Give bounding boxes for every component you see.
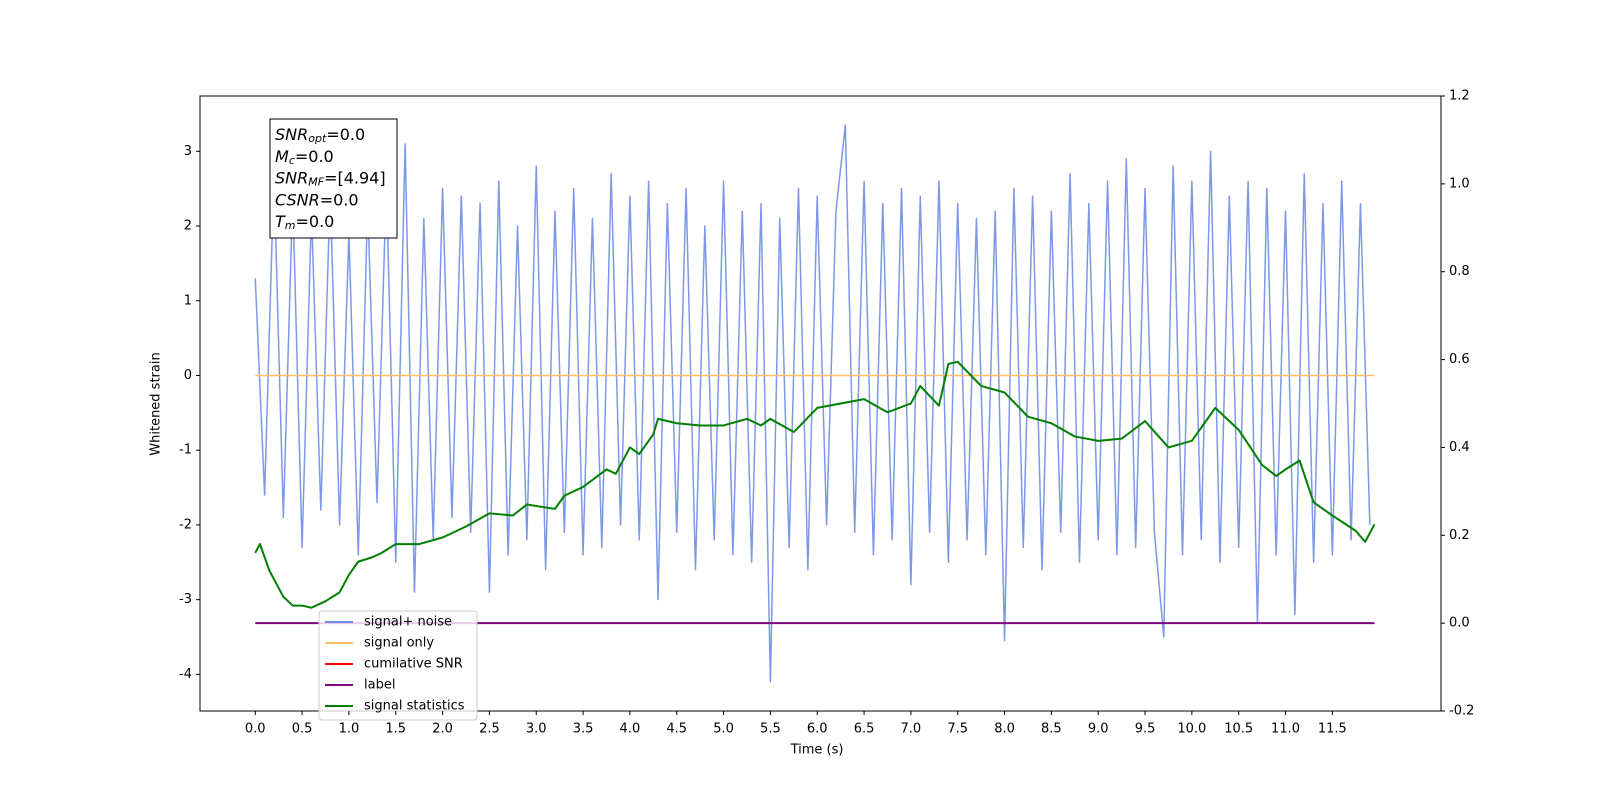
y2-tick-label: 0.2 [1449, 528, 1470, 543]
x-axis-label: Time (s) [790, 743, 844, 758]
annotation-sub: m [285, 219, 296, 232]
y2-tick-label: 1.0 [1449, 176, 1470, 191]
axes-frame [199, 95, 1442, 712]
y-tick-label: -3 [179, 592, 192, 607]
x-tick-label: 1.0 [339, 722, 360, 737]
annotation-value: =0.0 [296, 212, 335, 231]
y-tick-label: -2 [179, 517, 192, 532]
x-tick-label: 1.5 [385, 722, 406, 737]
y-axis-label: Whitened strain [149, 352, 164, 455]
annotation-value: =[4.94] [324, 168, 386, 187]
annotation-line: Tm=0.0 [275, 212, 334, 233]
annotation-name: SNR [275, 125, 308, 144]
x-tick-label: 4.0 [620, 722, 641, 737]
annotation-sub: MF [308, 176, 324, 189]
legend-label: label [364, 678, 395, 693]
annotation-box [269, 118, 398, 239]
annotation-name: SNR [275, 168, 308, 187]
x-tick-label: 6.5 [854, 722, 875, 737]
y2-tick-label: 0.8 [1449, 264, 1470, 279]
y-tick-label: 1 [184, 293, 192, 308]
y-tick-label: 0 [184, 368, 192, 383]
y2-tick-label: 0.6 [1449, 352, 1470, 367]
x-tick-label: 5.0 [713, 722, 734, 737]
legend-label: signal statistics [364, 699, 465, 714]
x-tick-label: 2.0 [432, 722, 453, 737]
y-tick-label: 3 [184, 144, 192, 159]
series-line [254, 360, 1376, 609]
legend-box [318, 610, 478, 721]
x-tick-label: 0.5 [292, 722, 313, 737]
x-tick-label: 10.0 [1177, 722, 1206, 737]
y-tick-label: -1 [179, 443, 192, 458]
annotation-line: Mc=0.0 [275, 146, 334, 167]
x-tick-label: 4.5 [666, 722, 687, 737]
y2-tick-label: -0.2 [1449, 704, 1474, 719]
annotation-sub: opt [308, 132, 327, 145]
x-tick-label: 8.5 [1041, 722, 1062, 737]
series-line [254, 124, 1371, 683]
x-tick-label: 9.5 [1135, 722, 1156, 737]
y2-tick-label: 0.4 [1449, 440, 1470, 455]
y-tick-label: -4 [179, 667, 192, 682]
y2-tick-label: 1.2 [1449, 89, 1470, 104]
x-tick-label: 2.5 [479, 722, 500, 737]
annotation-value: =0.0 [320, 190, 359, 209]
x-tick-label: 0.0 [245, 722, 266, 737]
legend-label: signal+ noise [364, 615, 452, 630]
annotation-name: T [275, 212, 286, 231]
annotation-line: SNRMF=[4.94] [275, 168, 386, 189]
annotation-value: =0.0 [326, 125, 365, 144]
annotation-line: CSNR=0.0 [275, 190, 359, 209]
y-tick-label: 2 [184, 219, 192, 234]
annotation-name: CSNR [275, 190, 320, 209]
x-tick-label: 8.0 [994, 722, 1015, 737]
annotation-name: M [275, 146, 289, 165]
x-tick-label: 3.5 [573, 722, 594, 737]
annotation-sub: c [289, 154, 295, 167]
x-tick-label: 3.0 [526, 722, 547, 737]
x-tick-label: 7.5 [947, 722, 968, 737]
x-tick-label: 7.0 [901, 722, 922, 737]
x-tick-label: 5.5 [760, 722, 781, 737]
y2-tick-label: 0.0 [1449, 616, 1470, 631]
x-tick-label: 11.0 [1271, 722, 1300, 737]
x-tick-label: 11.5 [1318, 722, 1347, 737]
legend-label: signal only [364, 636, 434, 651]
annotation-line: SNRopt=0.0 [275, 125, 365, 146]
legend-label: cumilative SNR [364, 657, 463, 672]
annotation-value: =0.0 [295, 146, 334, 165]
x-tick-label: 9.0 [1088, 722, 1109, 737]
x-tick-label: 10.5 [1224, 722, 1253, 737]
x-tick-label: 6.0 [807, 722, 828, 737]
